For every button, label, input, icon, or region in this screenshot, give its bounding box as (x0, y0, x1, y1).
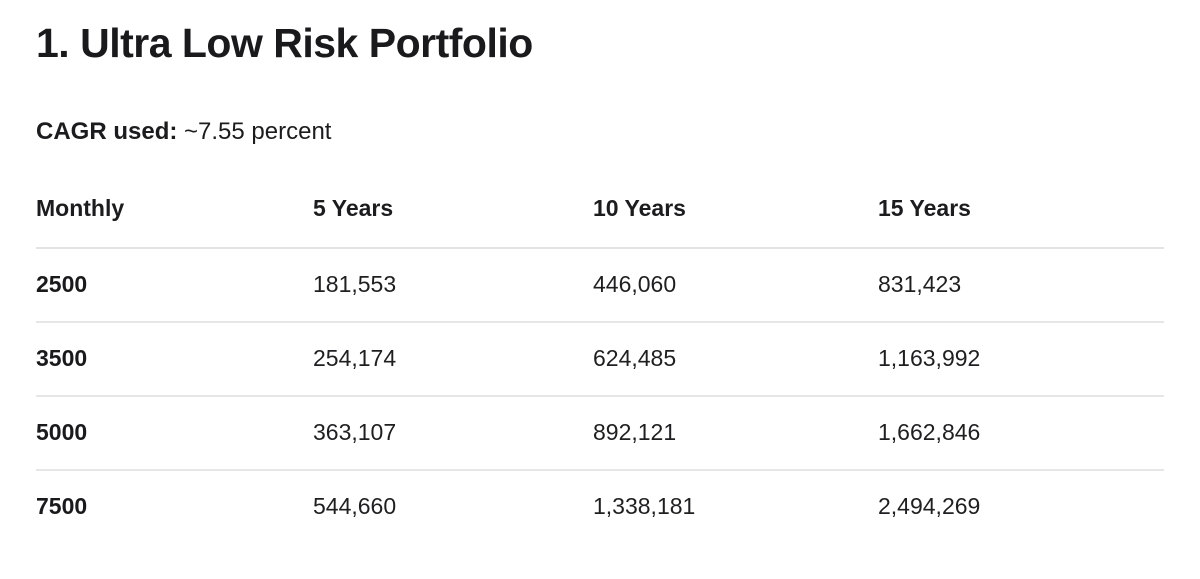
table-row: 3500 254,174 624,485 1,163,992 (36, 322, 1164, 398)
cell-15-year-value: 2,494,269 (878, 493, 981, 520)
column-header-5-years: 5 Years (313, 185, 593, 250)
cell-5-year-value: 363,107 (313, 396, 593, 472)
table-header-row: Monthly 5 Years 10 Years 15 Years (36, 185, 1164, 250)
cell-10-year-value: 446,060 (593, 248, 878, 324)
cell-15-year-value: 1,662,846 (878, 396, 1164, 472)
table-row: 7500 544,660 1,338,181 2,494,269 (36, 470, 1164, 543)
cell-monthly-amount: 2500 (36, 248, 313, 324)
cagr-label: CAGR used: (36, 118, 178, 146)
cell-15-year-value: 1,163,992 (878, 322, 1164, 398)
page: 1. Ultra Low Risk Portfolio CAGR used: ~… (36, 20, 1164, 543)
growth-table: Monthly 5 Years 10 Years 15 Years 2500 1… (36, 185, 1164, 543)
column-header-monthly: Monthly (36, 185, 313, 250)
cagr-line: CAGR used: ~7.55 percent (36, 117, 1164, 147)
cell-monthly-amount: 3500 (36, 322, 313, 398)
cell-10-year-value: 1,338,181 (593, 493, 696, 520)
column-header-10-years: 10 Years (593, 185, 878, 250)
cell-15-year-value: 831,423 (878, 248, 1164, 324)
cell-10-year-value: 624,485 (593, 322, 878, 398)
table-row: 2500 181,553 446,060 831,423 (36, 248, 1164, 324)
cell-5-year-value: 544,660 (313, 493, 397, 520)
cell-5-year-value: 181,553 (313, 248, 593, 324)
cagr-value: ~7.55 percent (184, 118, 332, 146)
cell-5-year-value: 254,174 (313, 322, 593, 398)
column-header-15-years: 15 Years (878, 185, 1164, 250)
cell-monthly-amount: 5000 (36, 396, 313, 472)
cell-10-year-value: 892,121 (593, 396, 878, 472)
cell-monthly-amount: 7500 (36, 493, 88, 520)
page-title: 1. Ultra Low Risk Portfolio (36, 20, 533, 66)
table-row: 5000 363,107 892,121 1,662,846 (36, 396, 1164, 472)
